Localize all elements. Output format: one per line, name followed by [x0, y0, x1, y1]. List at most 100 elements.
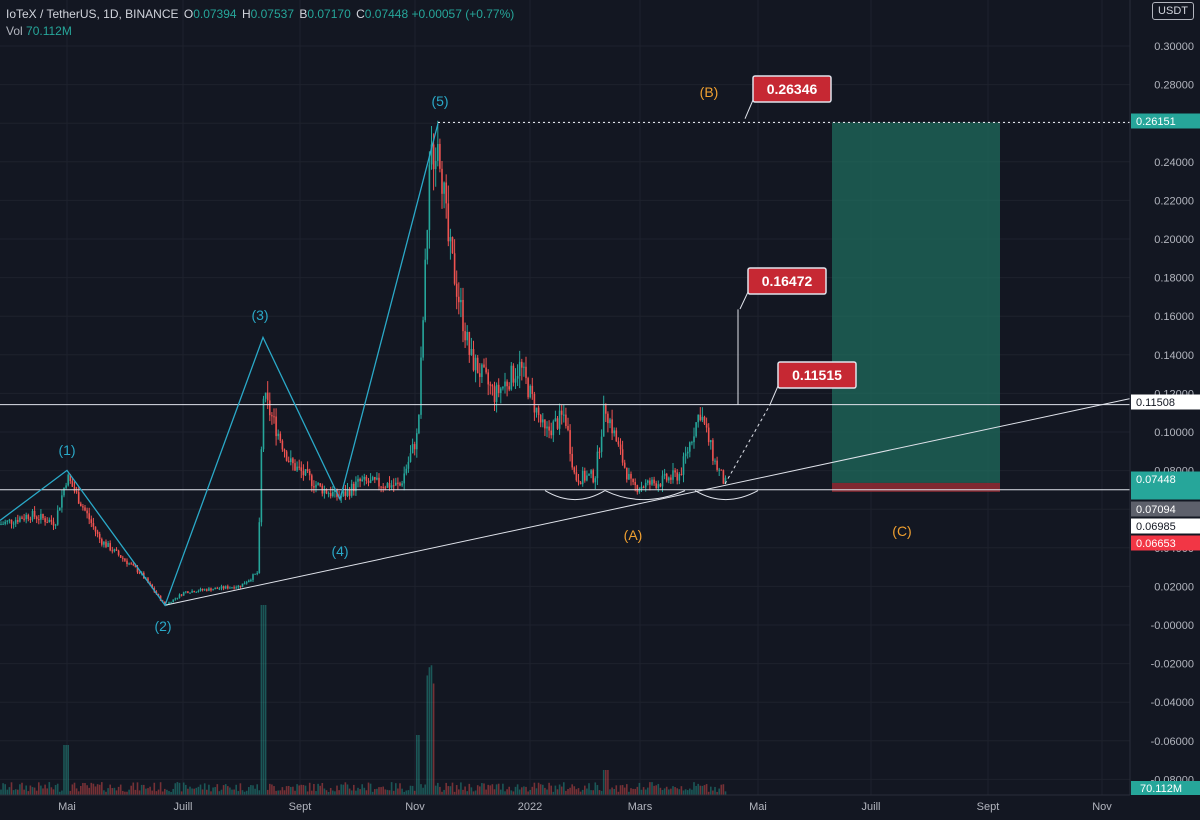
volume-bar [686, 790, 689, 795]
volume-bar [422, 787, 424, 795]
candle-body [674, 470, 676, 473]
candle-body [77, 492, 80, 504]
candle-body [590, 470, 592, 474]
volume-bar [374, 789, 376, 795]
volume-bar [672, 786, 674, 795]
volume-bar [403, 791, 405, 795]
candle-body [243, 583, 246, 585]
volume-bar [712, 790, 714, 795]
candle-body [359, 478, 361, 482]
candle-body [720, 469, 723, 471]
candle-body [94, 526, 97, 532]
volume-bar [695, 785, 697, 795]
candle-body [117, 550, 120, 556]
volume-bar [424, 784, 426, 795]
candle-body [252, 574, 254, 580]
candle-body [514, 378, 517, 383]
candle-body [96, 531, 99, 534]
candle-body [50, 519, 53, 522]
candle-body [399, 483, 401, 486]
candle-body [586, 475, 588, 481]
volume-bar [365, 790, 368, 795]
candle-body [506, 381, 508, 387]
candle-body [489, 384, 492, 386]
candle-body [466, 331, 468, 341]
volume-bar [77, 791, 80, 795]
candle-body [632, 478, 634, 483]
volume-bar [17, 789, 19, 795]
volume-bar [481, 783, 483, 795]
candle-body [563, 414, 565, 416]
candle-body [487, 372, 489, 385]
candle-body [550, 430, 552, 436]
price-tag: 0.06985 [1131, 518, 1200, 534]
candle-body [260, 449, 263, 523]
volume-bar [124, 791, 126, 795]
candle-body [170, 602, 172, 604]
candle-body [304, 469, 307, 476]
price-tag-bg [1131, 394, 1200, 410]
volume-bar [395, 783, 397, 795]
candle-body [508, 386, 510, 390]
candle-body [581, 470, 584, 485]
candle-body [430, 144, 433, 165]
volume-bar [602, 770, 605, 795]
volume-bar [632, 788, 634, 795]
currency-badge[interactable]: USDT [1152, 2, 1194, 20]
y-tick-label: 0.28000 [1154, 80, 1194, 92]
wave-label-3: (3) [251, 307, 268, 323]
volume-bar [705, 784, 708, 795]
volume-bar [201, 789, 204, 795]
candle-body [229, 587, 231, 589]
candle-body [258, 522, 261, 574]
candle-body [661, 475, 664, 487]
symbol-name[interactable]: IoTeX / TetherUS, 1D, BINANCE [6, 7, 179, 21]
candle-body [598, 451, 601, 453]
x-tick-label: Juill [862, 801, 881, 813]
candle-body [485, 367, 487, 373]
volume-bar [382, 786, 384, 795]
volume-bar [699, 785, 702, 795]
candle-body [462, 299, 464, 332]
volume-bar [180, 791, 183, 795]
volume-bar [71, 784, 74, 795]
base-arc [694, 490, 759, 500]
candle-body [86, 510, 88, 514]
candle-body [180, 594, 183, 596]
volume-bar [311, 790, 313, 795]
candle-body [222, 586, 225, 589]
callout-label: 0.16472 [762, 273, 813, 289]
price-tag: 0.07094 [1131, 501, 1200, 517]
volume-bar [678, 789, 681, 795]
volume-bar [628, 791, 630, 795]
volume-bar [506, 789, 508, 795]
volume-bar [535, 788, 538, 795]
abc-label-b: (B) [700, 84, 719, 100]
volume-bar [222, 785, 225, 795]
candle-body [126, 560, 128, 565]
candle-body [82, 506, 84, 508]
candle-body [668, 477, 670, 481]
price-tag: 0.26151 [1131, 113, 1200, 129]
symbol-legend[interactable]: IoTeX / TetherUS, 1D, BINANCE O0.07394 H… [6, 7, 514, 21]
price-tag-bg [1131, 518, 1200, 534]
candle-body [420, 357, 422, 415]
candle-body [151, 584, 153, 589]
volume-bar [407, 790, 410, 795]
price-tag: 0.06653 [1131, 535, 1200, 551]
volume-legend[interactable]: Vol 70.112M [6, 24, 72, 38]
candle-body [403, 473, 405, 484]
callout-label: 0.26346 [767, 81, 818, 97]
volume-bar [176, 782, 179, 795]
volume-bar [130, 785, 132, 795]
volume-bar [338, 790, 340, 795]
volume-bar [724, 791, 727, 795]
volume-bar [376, 788, 378, 795]
volume-bar [447, 786, 450, 795]
candle-body [617, 441, 620, 445]
volume-bar [195, 787, 198, 795]
candle-body [653, 479, 655, 484]
open-value: 0.07394 [193, 7, 237, 21]
volume-bar [434, 785, 437, 795]
